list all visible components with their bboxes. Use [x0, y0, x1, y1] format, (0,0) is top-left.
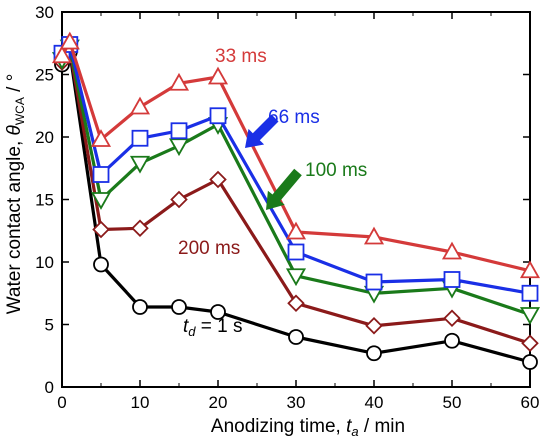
label-1s-var: t	[183, 316, 189, 337]
y-tick-label: 10	[35, 253, 54, 272]
label-200ms: 200 ms	[178, 238, 240, 259]
axis-ticks: 0 10 20 30 40 50 60 0 5 10 15 20 25 30	[35, 3, 539, 412]
label-1s: td = 1 s	[183, 316, 243, 339]
y-tick-label: 0	[45, 378, 54, 397]
data-point-triangle-up	[59, 31, 80, 50]
label-1s-suffix: = 1 s	[196, 316, 243, 337]
data-point-triangle-up	[168, 72, 190, 91]
data-point-diamond	[365, 316, 383, 335]
data-point-triangle-up	[441, 241, 463, 260]
data-point-circle	[288, 329, 304, 345]
data-point-diamond	[131, 219, 149, 238]
x-axis-title: Anodizing time, ta / min	[211, 416, 405, 439]
series-line-t-d-1-s	[60, 50, 531, 364]
data-point-diamond	[209, 170, 227, 189]
data-point-square	[209, 107, 227, 125]
data-point-triangle-down	[129, 155, 151, 174]
x-tick-label: 50	[443, 393, 462, 412]
data-point-triangle-down	[168, 138, 190, 157]
data-point-triangle-down	[519, 307, 541, 325]
series-t-d-1-s	[54, 44, 538, 370]
y-axis-title: Water contact angle, θWCA / °	[4, 74, 27, 315]
data-point-triangle-up	[51, 45, 73, 64]
data-point-diamond	[443, 309, 461, 328]
x-axis-title-prefix: Anodizing time,	[211, 416, 346, 437]
data-point-circle	[132, 299, 148, 315]
data-point-triangle-up	[519, 260, 541, 279]
x-tick-label: 40	[365, 393, 384, 412]
data-point-diamond	[521, 334, 539, 353]
y-tick-label: 25	[35, 66, 54, 85]
label-33ms: 33 ms	[215, 46, 267, 67]
data-point-circle	[522, 354, 538, 370]
x-tick-label: 30	[287, 393, 306, 412]
x-tick-label: 20	[209, 393, 228, 412]
series-200-ms	[53, 40, 539, 353]
data-point-triangle-down	[90, 192, 112, 210]
data-point-square	[131, 129, 149, 147]
x-axis-title-sub: a	[351, 424, 358, 439]
x-axis-title-suffix: / min	[359, 416, 405, 437]
data-point-square	[287, 243, 305, 261]
label-66ms: 66 ms	[268, 107, 320, 128]
series-line-100-ms	[60, 45, 531, 317]
data-point-square	[92, 166, 110, 183]
data-point-triangle-up	[285, 221, 307, 240]
x-axis-title-var: t	[346, 416, 352, 437]
arrow-66ms-shape	[245, 114, 279, 148]
data-point-square	[443, 271, 461, 288]
arrow-66ms	[245, 114, 279, 148]
data-point-circle	[444, 332, 460, 349]
series-33-ms	[51, 31, 541, 279]
series-line-66-ms	[60, 42, 531, 295]
y-tick-label: 15	[35, 191, 54, 210]
arrow-100ms	[266, 168, 302, 210]
data-point-triangle-up	[207, 66, 229, 85]
y-axis-title-prefix: Water contact angle,	[4, 135, 25, 314]
data-point-triangle-up	[90, 129, 112, 147]
series-66-ms	[53, 36, 539, 302]
label-100ms: 100 ms	[305, 160, 367, 181]
data-point-triangle-up	[363, 226, 385, 245]
x-tick-label: 0	[57, 393, 66, 412]
data-point-circle	[210, 304, 226, 320]
y-tick-label: 30	[35, 3, 54, 22]
y-axis-title-var: θ	[4, 124, 25, 135]
data-point-circle	[171, 299, 187, 315]
y-tick-label: 5	[45, 316, 54, 335]
data-point-diamond	[287, 294, 305, 313]
label-1s-sub: d	[188, 324, 196, 339]
x-tick-label: 60	[521, 393, 540, 412]
series-group	[51, 31, 541, 370]
y-tick-label: 20	[35, 128, 54, 147]
y-axis-title-sub: WCA	[13, 97, 27, 125]
data-point-square	[170, 122, 188, 140]
series-line-33-ms	[60, 40, 531, 273]
data-point-circle	[93, 256, 109, 273]
arrow-100ms-shape	[266, 168, 302, 210]
data-point-triangle-down	[285, 268, 307, 287]
data-point-triangle-up	[129, 96, 151, 115]
series-line-200-ms	[60, 47, 531, 345]
data-point-diamond	[92, 220, 110, 239]
y-axis-title-suffix: / °	[4, 74, 25, 97]
annotation-arrows	[245, 114, 302, 210]
data-point-square	[365, 273, 383, 291]
data-point-diamond	[170, 190, 188, 209]
data-point-circle	[366, 345, 382, 362]
x-tick-label: 10	[131, 393, 150, 412]
data-point-square	[521, 284, 539, 302]
